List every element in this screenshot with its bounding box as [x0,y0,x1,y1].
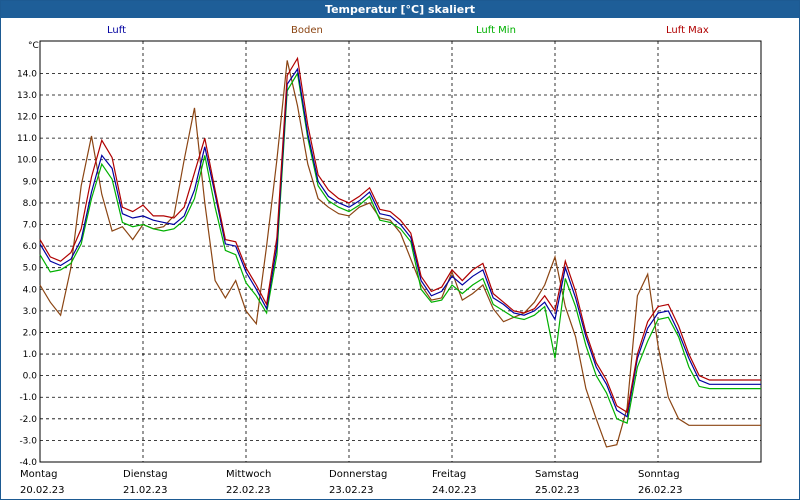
x-day-label: Sonntag [638,469,680,480]
x-axis-labels: Montag 20.02.23 Dienstag 21.02.23 Mittwoch 22… [20,469,683,496]
y-axis-ticks: 14.0 13.0 12.0 11.0 10.0 9.0 8.0 7.0 6.0 5.0 4.0 3.… [17,69,37,468]
x-date-label: 24.02.23 [432,485,477,496]
x-day-label: Freitag [432,469,466,480]
series-line-luft [39,67,761,418]
y-tick-label: 8.0 [23,199,38,209]
y-tick-label: 1.0 [23,350,38,360]
y-tick-label: 10.0 [17,156,37,166]
y-tick-label: 3.0 [23,307,38,317]
legend-luft: Luft [107,25,126,36]
y-tick-label: 2.0 [23,328,38,338]
y-tick-label: -1.0 [19,393,37,403]
gridlines [40,41,761,463]
x-date-label: 23.02.23 [329,485,374,496]
legend-luft-max: Luft Max [666,25,709,36]
legend-luft-min: Luft Min [476,25,516,36]
x-day-label: Montag [20,469,57,480]
series-lines [39,56,761,448]
x-date-label: 26.02.23 [638,485,683,496]
plot-border [39,40,762,463]
y-tick-label: 9.0 [23,177,38,187]
x-day-label: Samstag [535,469,579,480]
y-tick-label: 6.0 [23,242,38,252]
y-tick-label: 0.0 [23,372,38,382]
y-tick-label: 5.0 [23,264,38,274]
x-date-label: 22.02.23 [226,485,271,496]
series-line-boden [39,60,761,448]
x-date-label: 25.02.23 [535,485,580,496]
y-tick-label: 7.0 [23,221,38,231]
y-tick-label: 14.0 [17,69,37,79]
y-axis-label: °C [28,41,39,51]
y-tick-label: 13.0 [17,91,37,101]
x-date-label: 20.02.23 [20,485,65,496]
y-tick-label: 11.0 [17,134,37,144]
x-day-label: Donnerstag [329,469,387,480]
window-title: Temperatur [°C] skaliert [1,1,799,18]
series-line-luft-min [39,71,761,424]
y-tick-label: -4.0 [19,458,37,468]
y-tick-label: -2.0 [19,415,37,425]
x-date-label: 21.02.23 [123,485,168,496]
y-tick-label: 12.0 [17,113,37,123]
legend-boden: Boden [291,25,323,36]
series-line-luft-max [39,56,761,414]
x-day-label: Mittwoch [226,469,271,480]
y-tick-label: -3.0 [19,436,37,446]
y-tick-label: 4.0 [23,285,38,295]
x-day-label: Dienstag [123,469,168,480]
